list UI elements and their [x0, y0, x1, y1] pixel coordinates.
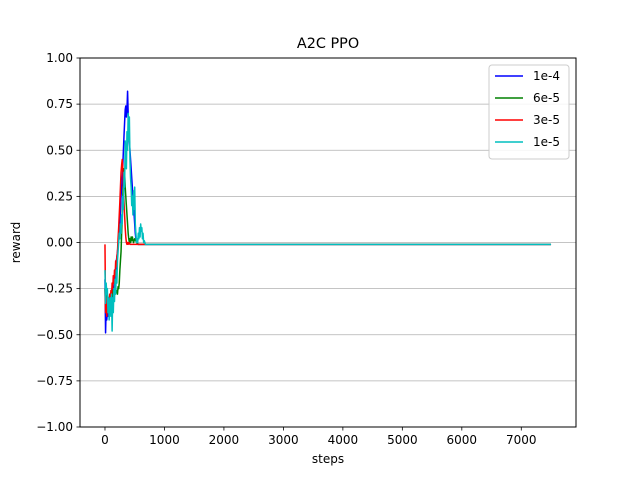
- legend-box: [488, 64, 570, 160]
- x-tick-label: 5000: [387, 433, 418, 447]
- y-tick-label: −0.50: [36, 328, 73, 342]
- x-tick-label: 4000: [328, 433, 359, 447]
- y-tick-label: −0.25: [36, 282, 73, 296]
- y-tick-label: −1.00: [36, 420, 73, 434]
- x-tick-label: 1000: [149, 433, 180, 447]
- y-tick-label: 0.00: [46, 236, 73, 250]
- series-line-1e5: [104, 112, 552, 332]
- legend-entry: 1e-5: [533, 135, 560, 149]
- x-tick-label: 2000: [209, 433, 240, 447]
- y-tick-label: 1.00: [46, 51, 73, 65]
- plot-area: [104, 90, 552, 334]
- x-tick-label: 7000: [506, 433, 537, 447]
- x-axis-ticks: 0 1000 2000 3000 4000 5000 6000 7000: [101, 427, 537, 447]
- x-tick-label: 6000: [447, 433, 478, 447]
- x-tick-label: 3000: [268, 433, 299, 447]
- x-axis-label: steps: [312, 452, 344, 466]
- y-tick-label: 0.50: [46, 143, 73, 157]
- legend-entry: 3e-5: [533, 113, 560, 127]
- y-tick-label: −0.75: [36, 374, 73, 388]
- legend: 1e-4 6e-5 3e-5 1e-5: [488, 64, 570, 160]
- y-tick-label: 0.25: [46, 189, 73, 203]
- series-line-3e5: [104, 158, 552, 318]
- legend-entry: 6e-5: [533, 91, 560, 105]
- y-axis-ticks: −1.00 −0.75 −0.50 −0.25 0.00 0.25 0.50 0.75 1.00: [36, 51, 80, 434]
- legend-entry: 1e-4: [533, 69, 560, 83]
- y-axis-label: reward: [9, 222, 23, 264]
- x-tick-label: 0: [101, 433, 109, 447]
- y-tick-label: 0.75: [46, 97, 73, 111]
- chart-title: A2C PPO: [297, 36, 359, 52]
